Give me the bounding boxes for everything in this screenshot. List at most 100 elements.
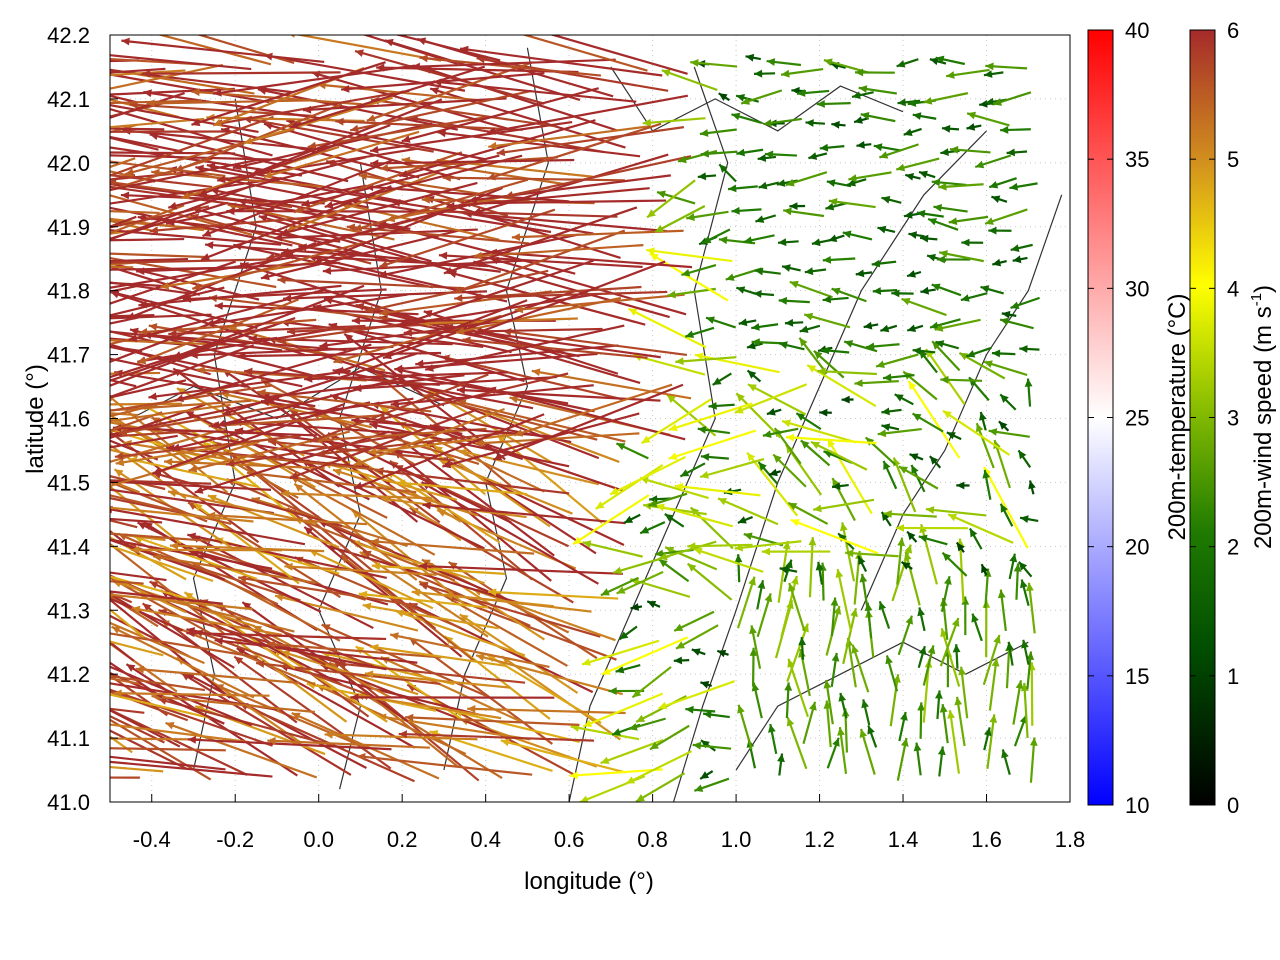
wind-vector-head xyxy=(1024,378,1033,387)
wind-vector xyxy=(1028,480,1036,495)
wind-vector-shaft xyxy=(190,561,341,642)
wind-vector-shaft xyxy=(110,593,253,611)
wind-vector-shaft xyxy=(233,420,437,437)
wind-vector-head xyxy=(883,461,891,470)
wind-vector-head xyxy=(31,94,39,102)
wind-vector-shaft xyxy=(746,451,799,517)
wind-vector-head xyxy=(355,302,365,311)
wind-vector xyxy=(766,408,782,416)
wind-vector-head xyxy=(858,85,868,93)
wind-vector xyxy=(1017,449,1032,469)
wind-vector xyxy=(110,103,259,134)
wind-vector-shaft xyxy=(350,540,485,585)
wind-vector xyxy=(991,195,1008,203)
wind-vector xyxy=(891,544,912,602)
wind-vector-shaft xyxy=(986,714,996,769)
wind-vector-head xyxy=(462,336,471,345)
wind-vector-shaft xyxy=(110,349,204,387)
wind-vector-head xyxy=(929,57,939,66)
wind-vector-head xyxy=(333,356,343,364)
wind-vector-head xyxy=(69,65,78,73)
wind-vector xyxy=(946,431,962,441)
wind-vector xyxy=(246,469,417,494)
wind-vector-head xyxy=(630,603,640,611)
wind-vector-head xyxy=(681,269,691,277)
wind-vector xyxy=(768,723,778,755)
wind-vector-head xyxy=(826,179,836,187)
wind-vector-shaft xyxy=(817,369,877,376)
wind-vector-shaft xyxy=(421,317,578,325)
wind-vector-head xyxy=(1012,255,1022,264)
wind-vector-head xyxy=(998,421,1008,430)
wind-vector-shaft xyxy=(734,540,802,550)
wind-vector-head xyxy=(120,191,130,200)
wind-vector xyxy=(947,513,1014,544)
wind-vector xyxy=(399,259,595,327)
wind-vector-head xyxy=(828,198,838,206)
wind-vector xyxy=(169,542,325,553)
wind-vector-shaft xyxy=(110,448,138,458)
wind-vector-shaft xyxy=(488,590,619,600)
wind-vector-head xyxy=(700,471,709,479)
wind-vector-head xyxy=(421,195,430,204)
wind-vector-head xyxy=(919,170,928,179)
wind-vector-head xyxy=(5,233,14,241)
wind-vector-head xyxy=(425,364,434,372)
wind-vector-head xyxy=(1029,737,1038,746)
wind-vector-shaft xyxy=(110,170,156,183)
wind-vector-head xyxy=(201,253,211,261)
wind-vector-head xyxy=(650,741,659,750)
wind-vector-head xyxy=(138,300,147,309)
temperature-colorbar-tick-label: 10 xyxy=(1125,793,1149,818)
wind-vector-shaft xyxy=(168,167,369,209)
wind-vector-shaft xyxy=(302,97,507,112)
wind-vector xyxy=(885,655,899,692)
wind-vector-head xyxy=(700,771,710,779)
wind-vector-shaft xyxy=(747,383,807,416)
wind-vector xyxy=(779,566,798,574)
wind-vector xyxy=(691,648,706,656)
wind-vector-head xyxy=(90,65,99,73)
wind-vector-head xyxy=(467,705,476,713)
wind-vector-head xyxy=(832,737,840,747)
wind-vector-head xyxy=(896,163,906,172)
wind-vector xyxy=(842,608,858,665)
wind-vector-shaft xyxy=(255,661,441,685)
wind-vector-head xyxy=(785,433,795,442)
wind-vector xyxy=(982,469,992,500)
wind-vector xyxy=(785,171,828,187)
wind-vector-head xyxy=(811,238,821,247)
wind-vector xyxy=(157,35,272,66)
wind-vector-head xyxy=(712,377,722,385)
wind-vector-shaft xyxy=(717,497,779,526)
wind-vector-head xyxy=(894,394,904,402)
wind-vector xyxy=(110,262,260,301)
wind-vector-shaft xyxy=(366,61,533,122)
wind-vector-shaft xyxy=(110,580,144,585)
wind-vector-head xyxy=(176,388,186,396)
wind-vector xyxy=(785,433,877,445)
wind-vector-head xyxy=(324,201,334,209)
wind-vector xyxy=(110,709,181,748)
wind-vector-shaft xyxy=(167,490,318,525)
wind-vector xyxy=(906,324,924,332)
wind-vector-head xyxy=(877,429,887,438)
wind-vector-shaft xyxy=(889,674,900,727)
wind-vector xyxy=(939,617,960,667)
wind-vector-head xyxy=(751,323,760,331)
wind-vector xyxy=(819,408,832,417)
wind-vector-head xyxy=(232,162,242,171)
wind-vector-head xyxy=(80,436,89,444)
wind-vector-head xyxy=(877,225,887,234)
wind-vector xyxy=(784,318,804,327)
wind-vector-head xyxy=(1009,553,1018,563)
wind-vector-head xyxy=(927,253,936,262)
wind-vector-head xyxy=(1000,317,1009,326)
wind-vector-head xyxy=(350,124,359,133)
wind-vector-head xyxy=(908,380,917,390)
wind-vector xyxy=(780,67,824,78)
wind-vector-head xyxy=(643,502,652,510)
wind-vector-head xyxy=(808,537,817,546)
wind-vector-shaft xyxy=(646,179,696,219)
wind-vector-head xyxy=(226,459,235,468)
